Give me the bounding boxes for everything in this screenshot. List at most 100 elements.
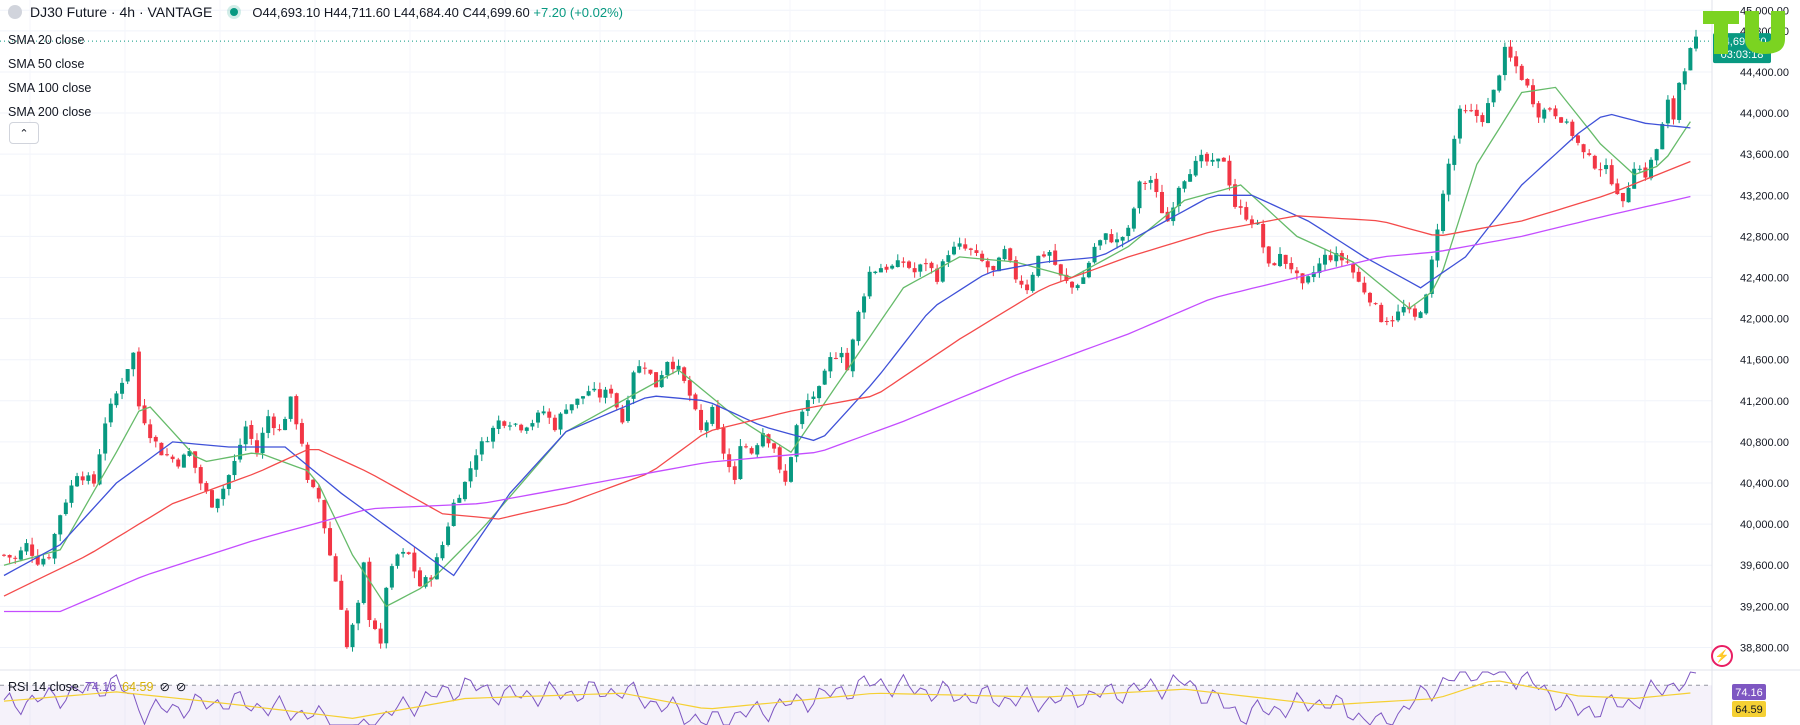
candle-body — [1272, 263, 1277, 266]
candle-body — [1013, 260, 1018, 280]
candle-body — [1553, 108, 1558, 117]
candle-body — [524, 427, 529, 431]
y-axis-label: 40,000.00 — [1740, 519, 1789, 531]
candle-body — [1660, 123, 1665, 150]
candle-body — [536, 412, 541, 423]
candle-body — [221, 488, 226, 500]
candle-body — [1497, 75, 1502, 91]
live-dot-icon — [230, 8, 239, 16]
candle-body — [1317, 263, 1322, 274]
candle-body — [311, 479, 316, 488]
candle-body — [1694, 36, 1698, 49]
candle-body — [547, 411, 552, 418]
candle-body — [485, 441, 490, 443]
rsi-legend: RSI 14 close 74.16 64.59 ⊘ ⊘ — [8, 679, 187, 695]
candle-body — [1165, 211, 1170, 222]
candle-body — [1199, 154, 1204, 162]
candle-body — [1075, 285, 1080, 289]
candle-body — [1424, 294, 1429, 314]
candle-body — [52, 533, 57, 559]
candle-body — [457, 497, 462, 503]
candle-body — [249, 425, 254, 439]
candle-body — [1677, 82, 1682, 120]
flash-icon[interactable]: ⚡ — [1711, 645, 1733, 667]
rsi-ma-tag — [1732, 701, 1766, 717]
ohlc-change: +7.20 (+0.02%) — [533, 4, 623, 20]
candle-body — [58, 515, 63, 535]
candle-body — [350, 624, 355, 648]
y-axis-label: 40,400.00 — [1740, 478, 1789, 490]
candle-body — [912, 268, 917, 273]
candle-body — [1334, 253, 1339, 262]
candle-body — [614, 393, 619, 408]
candle-body — [968, 248, 973, 250]
rsi-name[interactable]: RSI 14 close — [8, 679, 79, 694]
candle-body — [1654, 149, 1659, 161]
candle-body — [462, 481, 467, 500]
candle-body — [1103, 233, 1108, 240]
candle-body — [125, 369, 130, 382]
candle-body — [305, 444, 310, 480]
info-circle-icon[interactable] — [8, 5, 22, 19]
indicator-sma200[interactable]: SMA 200 close — [8, 105, 92, 119]
candle-body — [811, 396, 816, 399]
candle-body — [1328, 255, 1333, 261]
candle-body — [805, 400, 810, 411]
eye-off-icon[interactable]: ⊘ — [175, 680, 187, 694]
symbol-title[interactable]: DJ30 Future · 4h · VANTAGE — [30, 4, 213, 20]
candle-body — [260, 432, 265, 454]
candle-body — [159, 442, 164, 456]
candle-body — [738, 446, 743, 480]
candle-body — [1289, 263, 1294, 270]
candle-body — [1283, 254, 1288, 264]
indicator-sma50[interactable]: SMA 50 close — [8, 57, 85, 71]
candle-body — [637, 366, 642, 373]
candle-body — [1278, 253, 1283, 267]
candle-body — [794, 425, 799, 457]
candle-body — [530, 423, 535, 427]
candle-body — [760, 433, 765, 447]
candle-body — [30, 544, 35, 556]
candle-body — [142, 405, 147, 424]
candle-body — [271, 416, 276, 429]
candle-body — [519, 424, 524, 431]
candle-body — [215, 498, 220, 509]
indicator-legend: SMA 20 close SMA 50 close SMA 100 close … — [8, 28, 91, 124]
candle-body — [1120, 237, 1125, 241]
candle-body — [991, 265, 996, 271]
candle-body — [1058, 264, 1063, 276]
chart-header: DJ30 Future · 4h · VANTAGE O44,693.10 H4… — [8, 4, 623, 20]
candle-body — [1615, 183, 1620, 195]
y-axis-label: 43,600.00 — [1740, 149, 1789, 161]
candle-body — [209, 490, 214, 508]
indicator-sma20[interactable]: SMA 20 close — [8, 33, 85, 47]
candle-body — [817, 386, 822, 399]
eye-off-icon[interactable]: ⊘ — [159, 680, 170, 694]
candle-body — [699, 409, 704, 431]
candle-body — [266, 416, 271, 433]
candle-body — [732, 466, 737, 480]
candle-body — [777, 447, 782, 470]
candle-body — [963, 244, 968, 249]
candle-body — [1632, 168, 1637, 189]
candle-body — [1047, 252, 1052, 256]
candle-body — [389, 566, 394, 588]
candle-body — [1379, 304, 1384, 323]
candle-body — [1570, 121, 1575, 136]
indicator-sma100[interactable]: SMA 100 close — [8, 81, 92, 95]
candle-body — [63, 502, 68, 515]
candle-body — [120, 382, 125, 394]
candle-body — [609, 388, 614, 394]
candle-body — [474, 455, 479, 470]
candle-body — [1261, 223, 1266, 248]
candle-body — [1300, 273, 1305, 284]
collapse-legend-button[interactable]: ⌃ — [9, 122, 39, 144]
candle-body — [575, 398, 580, 405]
candle-body — [1216, 158, 1221, 162]
candle-body — [187, 451, 192, 456]
candle-body — [1064, 274, 1069, 281]
candle-body — [69, 485, 74, 503]
candle-body — [1345, 261, 1350, 263]
candle-body — [1665, 99, 1670, 124]
